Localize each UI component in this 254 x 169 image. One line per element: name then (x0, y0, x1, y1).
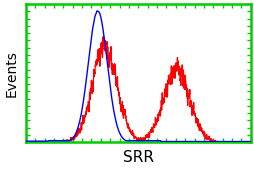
X-axis label: SRR: SRR (122, 150, 153, 165)
Y-axis label: Events: Events (4, 50, 18, 97)
